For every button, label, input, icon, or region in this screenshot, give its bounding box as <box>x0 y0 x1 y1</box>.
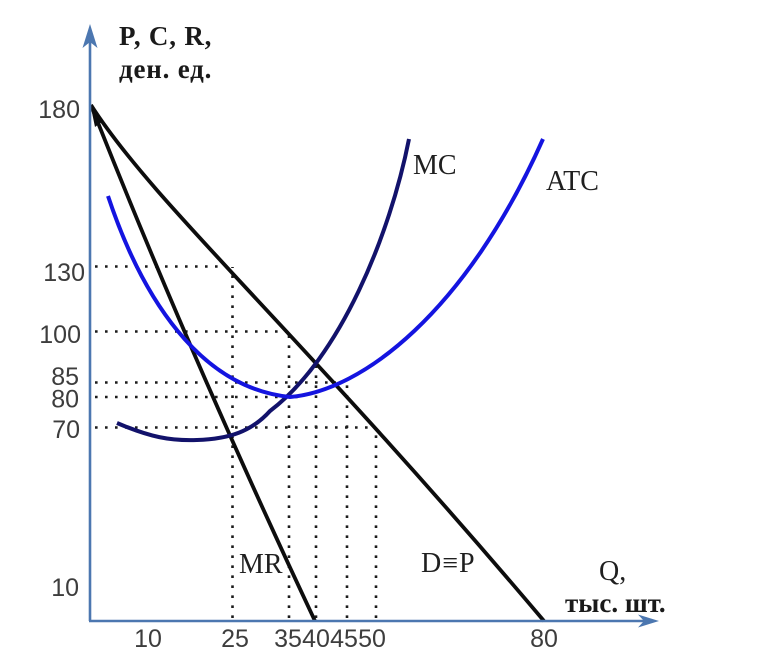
svg-text:ATC: ATC <box>546 166 599 197</box>
svg-text:MR: MR <box>239 549 283 580</box>
svg-text:10: 10 <box>51 574 79 602</box>
svg-text:180: 180 <box>38 96 80 124</box>
svg-text:P, C, R,: P, C, R, <box>119 21 212 51</box>
svg-text:130: 130 <box>43 259 85 287</box>
svg-text:70: 70 <box>52 416 80 444</box>
svg-text:Q,: Q, <box>599 556 626 587</box>
svg-text:45: 45 <box>330 625 358 653</box>
svg-text:80: 80 <box>51 386 79 414</box>
svg-text:25: 25 <box>221 625 249 653</box>
svg-text:85: 85 <box>51 363 79 391</box>
svg-text:ден. ед.: ден. ед. <box>119 54 212 84</box>
svg-text:D≡P: D≡P <box>421 548 476 579</box>
svg-text:MC: MC <box>413 150 457 181</box>
svg-text:80: 80 <box>530 625 558 653</box>
svg-text:35: 35 <box>274 625 302 653</box>
svg-text:40: 40 <box>302 625 330 653</box>
svg-text:100: 100 <box>39 321 81 349</box>
svg-text:50: 50 <box>358 625 386 653</box>
svg-text:10: 10 <box>134 625 162 653</box>
svg-text:тыс. шт.: тыс. шт. <box>565 588 666 618</box>
